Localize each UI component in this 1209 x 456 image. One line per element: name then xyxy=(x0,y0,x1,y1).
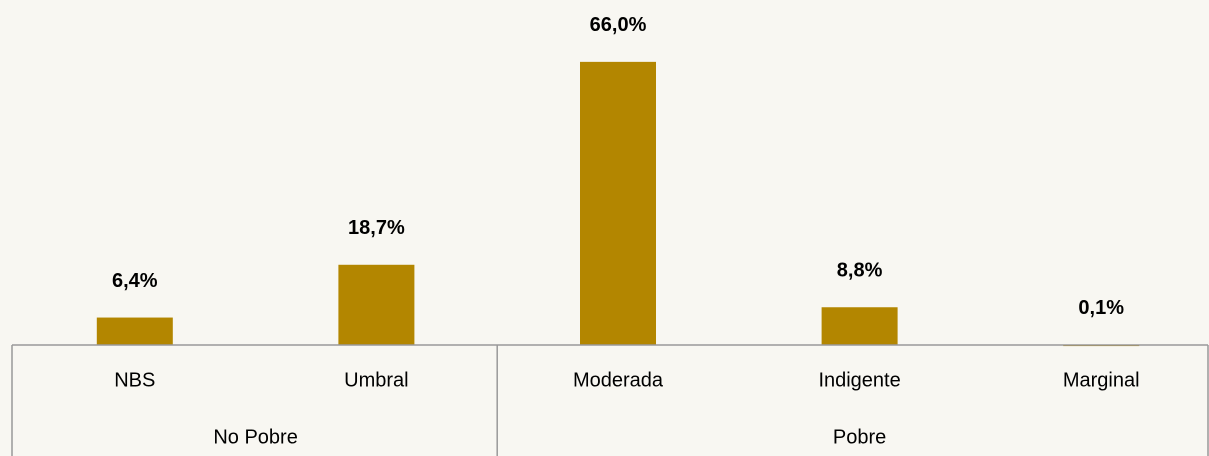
data-label: 8,8% xyxy=(837,260,883,282)
data-label: 6,4% xyxy=(112,270,158,292)
data-label: 66,0% xyxy=(590,14,647,36)
x-tick-label: Umbral xyxy=(344,369,408,391)
bar xyxy=(96,317,173,345)
x-tick-label: Indigente xyxy=(818,369,900,391)
data-label: 0,1% xyxy=(1078,297,1124,319)
bar xyxy=(338,264,415,345)
x-tick-label: Marginal xyxy=(1063,369,1140,391)
bar xyxy=(821,307,898,345)
group-label: Pobre xyxy=(833,426,886,448)
x-tick-label: NBS xyxy=(114,369,155,391)
data-label: 18,7% xyxy=(348,217,405,239)
bar xyxy=(580,61,656,346)
group-label: No Pobre xyxy=(213,426,298,448)
x-tick-label: Moderada xyxy=(573,369,664,391)
